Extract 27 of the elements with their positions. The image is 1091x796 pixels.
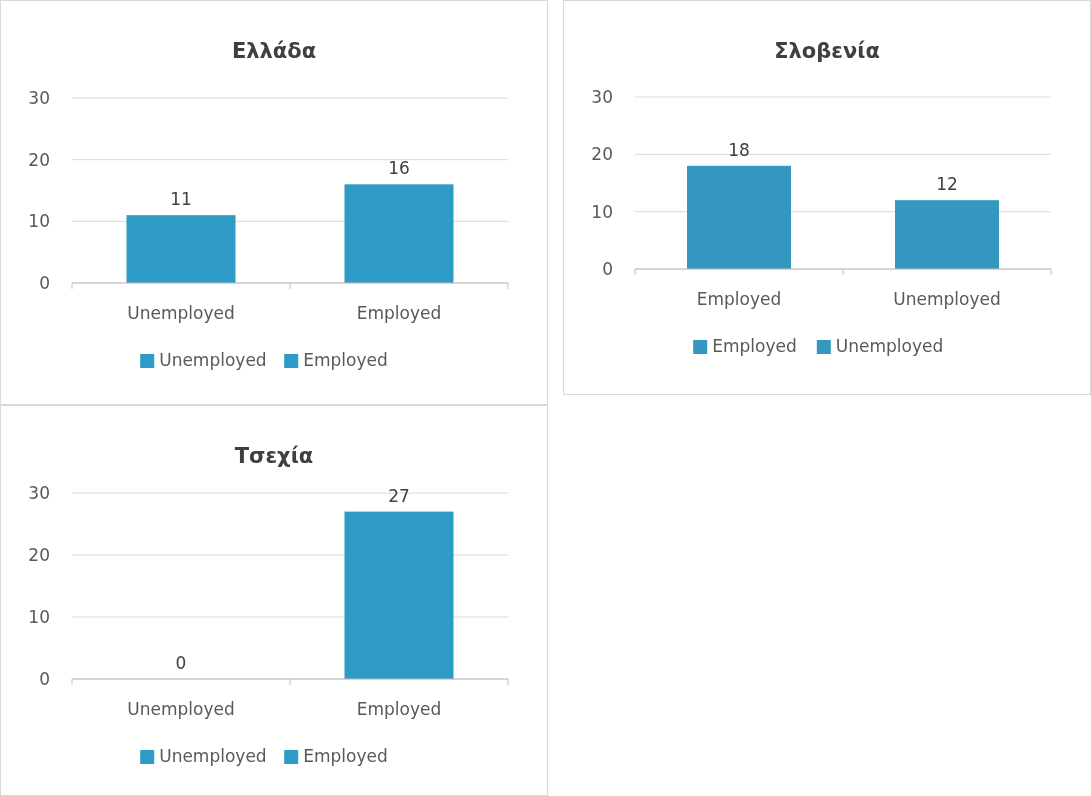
- chart-title: Σλοβενία: [774, 39, 880, 63]
- data-label: 12: [936, 174, 958, 195]
- y-tick-label: 30: [591, 87, 613, 107]
- data-label: 0: [175, 653, 187, 673]
- data-label: 18: [728, 139, 750, 160]
- y-tick-label: 20: [591, 144, 613, 165]
- legend-label: Unemployed: [835, 336, 944, 356]
- chart-title: Ελλάδα: [231, 39, 317, 63]
- y-tick-label: 10: [28, 211, 50, 232]
- y-tick-label: 0: [602, 259, 613, 279]
- y-tick-label: 0: [39, 273, 50, 293]
- legend-label: Employed: [303, 350, 388, 370]
- y-tick-label: 30: [28, 483, 50, 503]
- chart-title: Τσεχία: [234, 444, 314, 468]
- legend-label: Employed: [712, 336, 797, 356]
- legend-label: Unemployed: [159, 350, 267, 370]
- y-tick-label: 10: [28, 607, 50, 627]
- y-tick-label: 20: [28, 149, 50, 170]
- data-label: 16: [388, 158, 410, 179]
- data-label: 11: [170, 189, 192, 210]
- y-tick-label: 30: [28, 88, 50, 108]
- legend-label: Employed: [303, 746, 388, 766]
- y-tick-label: 10: [591, 201, 613, 222]
- y-tick-label: 20: [28, 545, 50, 565]
- legend-label: Unemployed: [159, 746, 267, 766]
- data-label: 27: [388, 485, 410, 506]
- y-tick-label: 0: [39, 669, 50, 689]
